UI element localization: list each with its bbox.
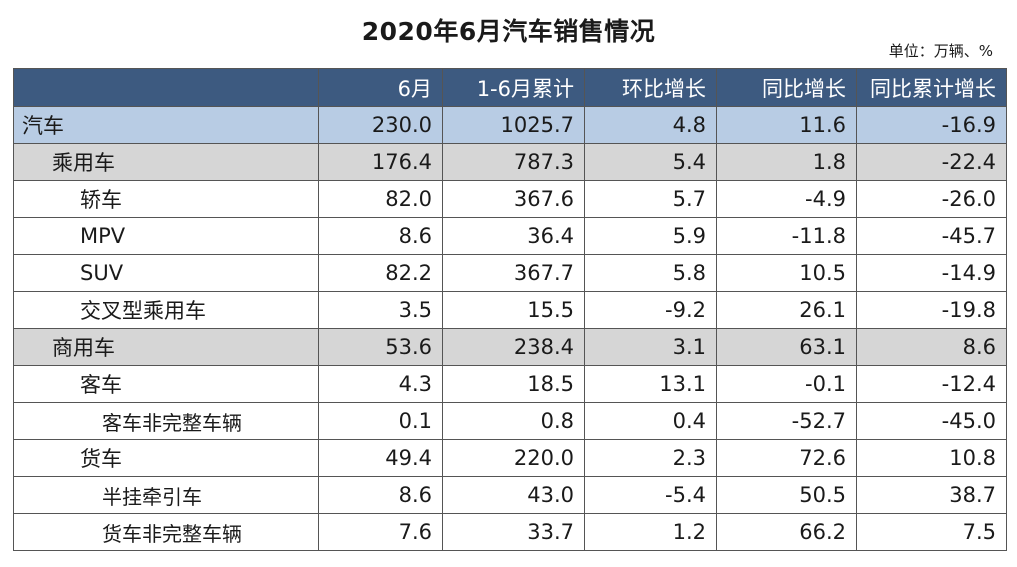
cell-june: 4.3 [318,365,443,403]
cell-ytd: 238.4 [442,328,585,366]
cell-mom-growth: 1.2 [584,513,717,551]
cell-ytd: 43.0 [442,476,585,514]
cell-yoy-growth: 1.8 [716,143,857,181]
cell-yoy-growth: 66.2 [716,513,857,551]
table-row: 半挂牵引车 8.6 43.0 -5.4 50.5 38.7 [13,476,1007,514]
row-label: 货车非完整车辆 [13,513,319,551]
cell-june: 8.6 [318,476,443,514]
table-row: 货车 49.4 220.0 2.3 72.6 10.8 [13,439,1007,477]
cell-mom-growth: 2.3 [584,439,717,477]
cell-yoy-growth: -52.7 [716,402,857,440]
table-header: 6月 1-6月累计 环比增长 同比增长 同比累计增长 [13,68,1007,107]
cell-ytd-yoy-growth: -14.9 [856,254,1007,292]
cell-yoy-growth: -0.1 [716,365,857,403]
table-row: 商用车 53.6 238.4 3.1 63.1 8.6 [13,328,1007,366]
cell-june: 49.4 [318,439,443,477]
cell-ytd: 18.5 [442,365,585,403]
row-label: MPV [13,217,319,255]
cell-yoy-growth: 50.5 [716,476,857,514]
row-label: 交叉型乘用车 [13,291,319,329]
cell-june: 82.0 [318,180,443,218]
table-row: MPV 8.6 36.4 5.9 -11.8 -45.7 [13,217,1007,255]
row-label: 半挂牵引车 [13,476,319,514]
cell-yoy-growth: -11.8 [716,217,857,255]
cell-yoy-growth: -4.9 [716,180,857,218]
unit-label: 单位：万辆、% [888,42,993,60]
cell-mom-growth: 3.1 [584,328,717,366]
row-label: SUV [13,254,319,292]
cell-ytd-yoy-growth: -45.7 [856,217,1007,255]
table-row: 乘用车 176.4 787.3 5.4 1.8 -22.4 [13,143,1007,181]
cell-june: 8.6 [318,217,443,255]
table-row: 汽车 230.0 1025.7 4.8 11.6 -16.9 [13,106,1007,144]
cell-june: 3.5 [318,291,443,329]
cell-june: 0.1 [318,402,443,440]
table-row: SUV 82.2 367.7 5.8 10.5 -14.9 [13,254,1007,292]
cell-june: 7.6 [318,513,443,551]
table-row: 轿车 82.0 367.6 5.7 -4.9 -26.0 [13,180,1007,218]
cell-yoy-growth: 26.1 [716,291,857,329]
cell-mom-growth: 0.4 [584,402,717,440]
table-row: 货车非完整车辆 7.6 33.7 1.2 66.2 7.5 [13,513,1007,551]
cell-june: 176.4 [318,143,443,181]
row-label: 商用车 [13,328,319,366]
cell-mom-growth: 4.8 [584,106,717,144]
table-body: 汽车 230.0 1025.7 4.8 11.6 -16.9 乘用车 176.4 787.3 5.… [13,106,1007,551]
header-cell-category [13,68,319,107]
cell-ytd: 0.8 [442,402,585,440]
cell-ytd-yoy-growth: -19.8 [856,291,1007,329]
header-cell-mom-growth: 环比增长 [584,68,717,107]
cell-ytd: 1025.7 [442,106,585,144]
cell-yoy-growth: 11.6 [716,106,857,144]
cell-ytd: 367.6 [442,180,585,218]
cell-ytd-yoy-growth: 38.7 [856,476,1007,514]
cell-yoy-growth: 63.1 [716,328,857,366]
cell-ytd-yoy-growth: -45.0 [856,402,1007,440]
cell-ytd-yoy-growth: 10.8 [856,439,1007,477]
header-cell-june: 6月 [318,68,443,107]
cell-ytd-yoy-growth: 7.5 [856,513,1007,551]
cell-mom-growth: 5.8 [584,254,717,292]
cell-mom-growth: 5.4 [584,143,717,181]
cell-ytd: 367.7 [442,254,585,292]
cell-ytd: 36.4 [442,217,585,255]
cell-june: 230.0 [318,106,443,144]
row-label: 轿车 [13,180,319,218]
cell-ytd-yoy-growth: -26.0 [856,180,1007,218]
cell-ytd: 33.7 [442,513,585,551]
cell-mom-growth: -5.4 [584,476,717,514]
header-cell-ytd-yoy-growth: 同比累计增长 [856,68,1007,107]
header-cell-ytd: 1-6月累计 [442,68,585,107]
row-label: 乘用车 [13,143,319,181]
header-row: 6月 1-6月累计 环比增长 同比增长 同比累计增长 [13,68,1007,107]
cell-ytd-yoy-growth: -12.4 [856,365,1007,403]
cell-june: 53.6 [318,328,443,366]
cell-ytd: 220.0 [442,439,585,477]
cell-mom-growth: 13.1 [584,365,717,403]
cell-yoy-growth: 72.6 [716,439,857,477]
cell-mom-growth: 5.7 [584,180,717,218]
cell-ytd-yoy-growth: -22.4 [856,143,1007,181]
table-row: 客车非完整车辆 0.1 0.8 0.4 -52.7 -45.0 [13,402,1007,440]
table-row: 客车 4.3 18.5 13.1 -0.1 -12.4 [13,365,1007,403]
chart-title: 2020年6月汽车销售情况 [361,17,656,46]
cell-ytd-yoy-growth: -16.9 [856,106,1007,144]
row-label: 货车 [13,439,319,477]
cell-ytd: 787.3 [442,143,585,181]
sales-table: 6月 1-6月累计 环比增长 同比增长 同比累计增长 汽车 230.0 1025.7… [13,68,1007,551]
cell-ytd-yoy-growth: 8.6 [856,328,1007,366]
cell-yoy-growth: 10.5 [716,254,857,292]
row-label: 客车 [13,365,319,403]
cell-ytd: 15.5 [442,291,585,329]
cell-mom-growth: -9.2 [584,291,717,329]
cell-mom-growth: 5.9 [584,217,717,255]
row-label: 客车非完整车辆 [13,402,319,440]
cell-june: 82.2 [318,254,443,292]
header-cell-yoy-growth: 同比增长 [716,68,857,107]
row-label: 汽车 [13,106,319,144]
table-row: 交叉型乘用车 3.5 15.5 -9.2 26.1 -19.8 [13,291,1007,329]
